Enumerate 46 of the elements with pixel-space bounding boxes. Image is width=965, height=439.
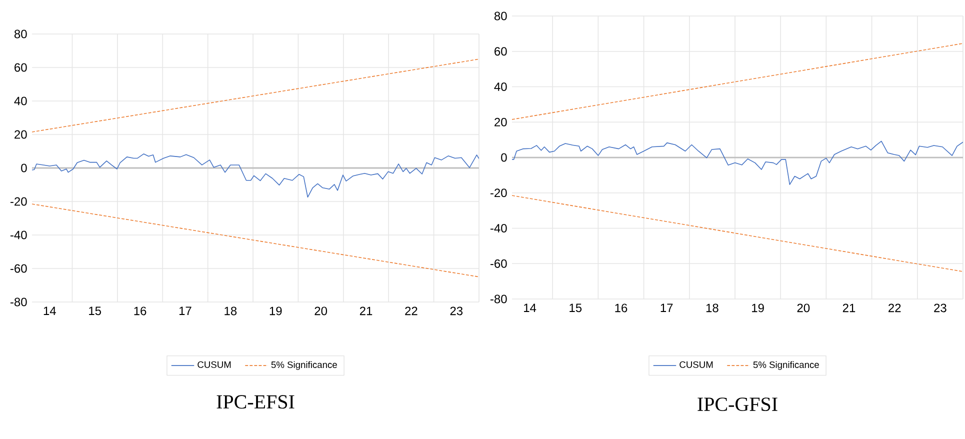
y-tick-label: 0 — [501, 153, 507, 162]
legend-label: CUSUM — [198, 361, 231, 368]
x-tick-label: 23 — [450, 306, 463, 316]
y-tick-label: 20 — [494, 118, 507, 126]
line-series — [512, 140, 963, 185]
x-tick-label: 16 — [134, 306, 146, 316]
x-tick-label: 15 — [89, 306, 102, 316]
x-tick-label: 21 — [360, 306, 372, 316]
y-tick-label: 40 — [494, 82, 507, 91]
line-series — [32, 154, 479, 198]
y-tick-label: 0 — [21, 164, 27, 172]
text: IPC-GFSI — [698, 398, 778, 412]
x-tick-label: 20 — [314, 306, 328, 316]
x-tick-label: 21 — [842, 304, 856, 312]
legend-label: 5% Significance — [271, 361, 337, 370]
y-tick-label: -80 — [10, 298, 27, 306]
x-tick-label: 19 — [752, 304, 764, 312]
x-tick-label: 18 — [706, 304, 718, 312]
y-tick-label: 20 — [14, 130, 27, 139]
y-tick-label: -20 — [490, 188, 507, 198]
x-tick-label: 22 — [405, 306, 418, 316]
x-tick-label: 23 — [934, 304, 946, 312]
y-tick-label: -60 — [490, 259, 507, 268]
y-tick-label: -40 — [490, 224, 507, 232]
legend-label: CUSUM — [680, 361, 713, 368]
x-tick-label: 15 — [570, 304, 582, 312]
x-tick-label: 19 — [270, 306, 282, 316]
y-tick-label: 60 — [494, 47, 507, 56]
x-tick-label: 18 — [224, 306, 237, 316]
y-tick-label: -20 — [10, 197, 27, 206]
x-tick-label: 22 — [888, 304, 901, 312]
y-tick-label: 80 — [14, 30, 27, 38]
y-tick-label: 80 — [494, 12, 507, 20]
y-tick-label: 60 — [14, 63, 27, 72]
legend-label: 5% Significance — [753, 361, 819, 370]
x-tick-label: 20 — [797, 304, 810, 312]
text: IPC-EFSI — [216, 395, 294, 409]
x-tick-label: 17 — [179, 306, 192, 315]
y-tick-label: -80 — [490, 294, 507, 304]
x-tick-label: 14 — [44, 306, 56, 315]
y-tick-label: -60 — [10, 264, 27, 273]
x-tick-label: 16 — [615, 304, 628, 312]
x-tick-label: 14 — [524, 304, 536, 312]
x-tick-label: 17 — [660, 304, 673, 312]
y-tick-label: -40 — [10, 230, 27, 240]
y-tick-label: 40 — [14, 96, 27, 106]
